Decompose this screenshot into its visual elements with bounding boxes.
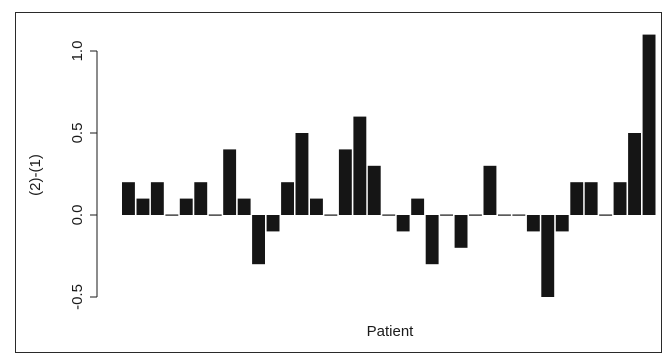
y-tick-label: -0.5 [69, 284, 86, 310]
y-tick-label: 0.0 [69, 205, 86, 226]
bar [367, 165, 381, 215]
bar [295, 133, 309, 215]
bar [150, 182, 164, 215]
bar [382, 214, 396, 216]
y-axis: -0.5 0.0 0.5 1.0 [69, 41, 98, 310]
bar [396, 215, 410, 232]
bar [411, 198, 425, 215]
bar-series [122, 34, 656, 297]
y-tick-label: 1.0 [69, 41, 86, 62]
bar [570, 182, 584, 215]
bar [512, 214, 526, 216]
bar [122, 182, 135, 215]
bar [498, 214, 511, 216]
bar [454, 215, 468, 248]
bar [165, 214, 179, 216]
bar [324, 214, 338, 216]
bar [613, 182, 627, 215]
bar [440, 214, 453, 216]
plot-frame [15, 12, 662, 353]
y-axis-title: (2)-(1) [27, 154, 44, 196]
bar [208, 214, 222, 216]
bar [469, 214, 482, 216]
bar [526, 215, 540, 232]
bar [194, 182, 208, 215]
bar [266, 215, 280, 232]
bar [555, 215, 569, 232]
x-axis-title: Patient [367, 323, 415, 340]
bar [628, 133, 641, 215]
bar [425, 215, 439, 265]
bar [599, 214, 613, 216]
bar [642, 34, 656, 215]
bar [237, 198, 251, 215]
bar [483, 165, 497, 215]
bar [310, 198, 323, 215]
y-tick-label: 0.5 [69, 123, 86, 144]
bar [338, 149, 352, 215]
bar [353, 116, 367, 215]
bar [223, 149, 237, 215]
bar [584, 182, 598, 215]
bar [136, 198, 150, 215]
bar [179, 198, 193, 215]
bar [541, 215, 555, 297]
bar [281, 182, 294, 215]
bar [252, 215, 265, 265]
